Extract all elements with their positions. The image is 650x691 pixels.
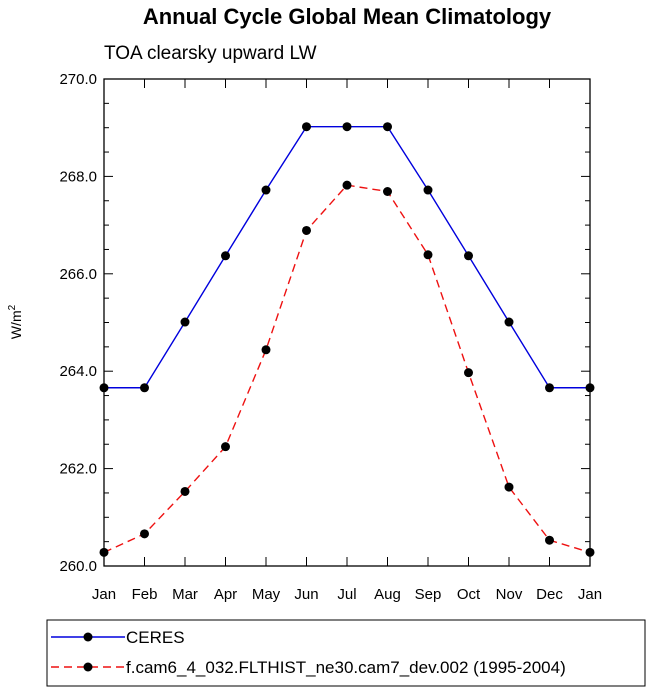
legend-marker-1	[83, 632, 93, 642]
x-tick-label: Jul	[337, 586, 356, 603]
series-2-point	[504, 482, 514, 492]
y-axis-label-text: W/m	[8, 310, 24, 339]
legend-entry-1: CERES	[126, 628, 185, 647]
y-tick-label: 264.0	[59, 363, 97, 380]
plot-area: 260.0 262.0 264.0 266.0 268.0 270.0 Jan Feb Mar A…	[59, 71, 602, 603]
x-tick-label: Mar	[172, 586, 198, 603]
plot-frame	[103, 78, 591, 567]
series-1-point	[140, 383, 149, 393]
x-tick-label: Oct	[457, 586, 481, 603]
legend-entry-2: f.cam6_4_032.FLTHIST_ne30.cam7_dev.002 (…	[126, 658, 566, 677]
legend: CERES f.cam6_4_032.FLTHIST_ne30.cam7_dev.…	[46, 619, 646, 687]
x-tick-label: Feb	[132, 586, 158, 603]
series-1-point	[504, 317, 514, 327]
series-2-point	[302, 225, 311, 235]
series-line-1	[104, 126, 590, 389]
x-tick-label: Apr	[214, 586, 237, 603]
x-tick-label: Jan	[578, 586, 602, 603]
x-tick-label: Jan	[92, 586, 116, 603]
x-tick-label: Dec	[536, 586, 563, 603]
legend-box	[46, 619, 646, 687]
chart-title: Annual Cycle Global Mean Climatology	[143, 4, 552, 29]
series-1-point	[585, 383, 595, 393]
series-2-point	[261, 345, 271, 355]
series-line-2	[103, 184, 591, 554]
x-tick-label: Nov	[496, 586, 523, 603]
series-1-point	[423, 185, 433, 195]
series-2-point	[140, 529, 149, 539]
y-tick-label: 260.0	[59, 558, 97, 575]
y-tick-label: 266.0	[59, 266, 97, 283]
x-tick-label: Sep	[415, 586, 442, 603]
x-tick-label: Jun	[294, 586, 318, 603]
series-1-point	[342, 122, 352, 132]
legend-marker-2	[83, 662, 93, 672]
y-axis-label-superscript: 2	[7, 304, 18, 310]
series-1-point	[302, 122, 311, 132]
series-1-point	[221, 251, 230, 261]
chart-subtitle: TOA clearsky upward LW	[104, 43, 317, 64]
series-1-point	[261, 185, 271, 195]
series-2-point	[545, 535, 554, 545]
series-1-point	[180, 317, 190, 327]
series-1-point	[383, 122, 392, 132]
series-2-point	[99, 547, 109, 557]
y-tick-label: 268.0	[59, 168, 97, 185]
x-tick-label: May	[252, 586, 281, 603]
series-1-point	[99, 383, 109, 393]
series-2-point	[383, 186, 392, 196]
series-1-point	[464, 251, 473, 261]
series-2-point	[342, 180, 352, 190]
y-axis-label: W/m2	[7, 304, 24, 339]
series-1-point	[545, 383, 554, 393]
series-2-point	[464, 368, 473, 378]
y-tick-label: 262.0	[59, 461, 97, 478]
series-2-point	[221, 442, 230, 452]
series-2-point	[180, 486, 190, 496]
series-2-point	[585, 547, 595, 557]
y-tick-label: 270.0	[59, 71, 97, 88]
series-2-point	[423, 250, 433, 260]
x-tick-label: Aug	[374, 586, 401, 603]
